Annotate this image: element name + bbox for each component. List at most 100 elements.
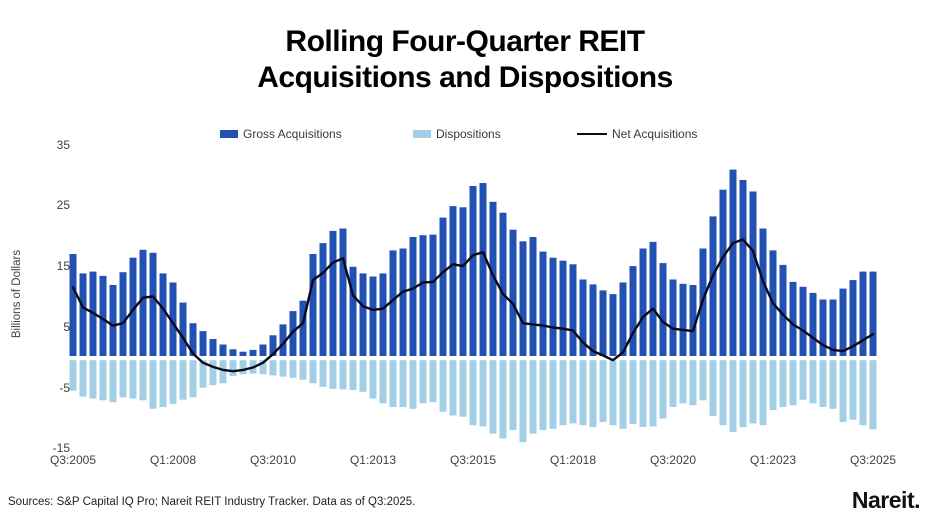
legend-bar-swatch-icon <box>413 130 431 138</box>
bar-dispositions <box>519 360 527 443</box>
bar-gross-acquisitions <box>129 257 137 356</box>
bar-gross-acquisitions <box>139 249 147 356</box>
bar-gross-acquisitions <box>229 349 237 356</box>
bar-gross-acquisitions <box>369 276 377 356</box>
bar-dispositions <box>149 360 157 409</box>
bar-dispositions <box>659 360 667 419</box>
legend-item-gross-acquisitions: Gross Acquisitions <box>220 126 342 142</box>
x-tick-label: Q1:2018 <box>549 453 597 467</box>
bar-dispositions <box>279 360 287 377</box>
y-tick-label: -5 <box>59 380 70 395</box>
bar-gross-acquisitions <box>869 271 877 356</box>
bar-dispositions <box>369 360 377 399</box>
bar-dispositions <box>809 360 817 404</box>
bar-dispositions <box>699 360 707 401</box>
bar-dispositions <box>309 360 317 384</box>
bar-dispositions <box>689 360 697 406</box>
bar-gross-acquisitions <box>279 324 287 356</box>
bar-gross-acquisitions <box>759 228 767 356</box>
y-tick-label: -15 <box>52 441 70 456</box>
bar-gross-acquisitions <box>799 286 807 356</box>
y-tick-label: 15 <box>56 259 70 274</box>
bar-dispositions <box>349 360 357 390</box>
bar-dispositions <box>499 360 507 439</box>
bar-gross-acquisitions <box>389 250 397 356</box>
bar-gross-acquisitions <box>509 229 517 356</box>
bar-dispositions <box>189 360 197 398</box>
bar-gross-acquisitions <box>259 344 267 356</box>
bar-dispositions <box>319 360 327 387</box>
y-tick-label: 5 <box>63 319 70 334</box>
bar-dispositions <box>649 360 657 427</box>
legend-line-swatch-icon <box>577 133 607 135</box>
bar-dispositions <box>819 360 827 407</box>
bar-gross-acquisitions <box>69 254 77 356</box>
bar-dispositions <box>389 360 397 407</box>
bar-gross-acquisitions <box>519 241 527 356</box>
bar-gross-acquisitions <box>779 264 787 356</box>
legend: Gross Acquisitions Dispositions Net Acquis… <box>0 126 930 144</box>
bar-gross-acquisitions <box>349 266 357 356</box>
bar-gross-acquisitions <box>449 206 457 356</box>
bar-dispositions <box>669 360 677 407</box>
bar-dispositions <box>629 360 637 424</box>
bar-dispositions <box>869 360 877 430</box>
bar-dispositions <box>579 360 587 426</box>
bar-dispositions <box>329 360 337 389</box>
bar-gross-acquisitions <box>409 237 417 356</box>
bar-gross-acquisitions <box>159 273 167 356</box>
bar-dispositions <box>399 360 407 407</box>
bar-dispositions <box>239 360 247 375</box>
bar-gross-acquisitions <box>299 300 307 356</box>
bar-dispositions <box>569 360 577 424</box>
bar-dispositions <box>839 360 847 423</box>
bar-dispositions <box>419 360 427 404</box>
bar-dispositions <box>79 360 87 397</box>
bar-gross-acquisitions <box>79 273 87 356</box>
bar-gross-acquisitions <box>329 230 337 356</box>
bar-gross-acquisitions <box>419 235 427 356</box>
bar-dispositions <box>599 360 607 423</box>
bar-dispositions <box>489 360 497 434</box>
x-tick-label: Q3:2025 <box>849 453 897 467</box>
bar-dispositions <box>529 360 537 434</box>
bar-gross-acquisitions <box>249 349 257 356</box>
bar-dispositions <box>749 360 757 424</box>
bar-dispositions <box>219 360 227 384</box>
bar-gross-acquisitions <box>499 212 507 356</box>
bar-dispositions <box>119 360 127 398</box>
bar-gross-acquisitions <box>169 282 177 356</box>
bar-gross-acquisitions <box>429 234 437 356</box>
bar-gross-acquisitions <box>399 248 407 356</box>
chart-title: Rolling Four-Quarter REIT Acquisitions a… <box>0 24 930 96</box>
bar-dispositions <box>779 360 787 407</box>
bar-gross-acquisitions <box>829 299 837 356</box>
x-tick-label: Q3:2015 <box>449 453 497 467</box>
bar-gross-acquisitions <box>319 243 327 356</box>
bar-gross-acquisitions <box>739 180 747 356</box>
bar-gross-acquisitions <box>149 252 157 356</box>
bar-gross-acquisitions <box>119 272 127 356</box>
bar-gross-acquisitions <box>179 302 187 356</box>
bar-gross-acquisitions <box>609 294 617 356</box>
bar-gross-acquisitions <box>479 183 487 356</box>
bar-gross-acquisitions <box>539 251 547 356</box>
bar-dispositions <box>169 360 177 404</box>
bar-dispositions <box>179 360 187 400</box>
bar-dispositions <box>449 360 457 416</box>
y-tick-label: 35 <box>56 137 70 152</box>
bar-dispositions <box>549 360 557 429</box>
bar-dispositions <box>459 360 467 417</box>
bar-gross-acquisitions <box>849 280 857 356</box>
bar-gross-acquisitions <box>339 228 347 356</box>
bar-dispositions <box>259 360 267 375</box>
bar-gross-acquisitions <box>689 285 697 356</box>
x-tick-label: Q3:2010 <box>249 453 297 467</box>
bar-dispositions <box>99 360 107 401</box>
bar-gross-acquisitions <box>749 191 757 356</box>
bar-gross-acquisitions <box>99 275 107 356</box>
bar-gross-acquisitions <box>379 273 387 356</box>
bar-dispositions <box>469 360 477 426</box>
bar-gross-acquisitions <box>659 263 667 356</box>
